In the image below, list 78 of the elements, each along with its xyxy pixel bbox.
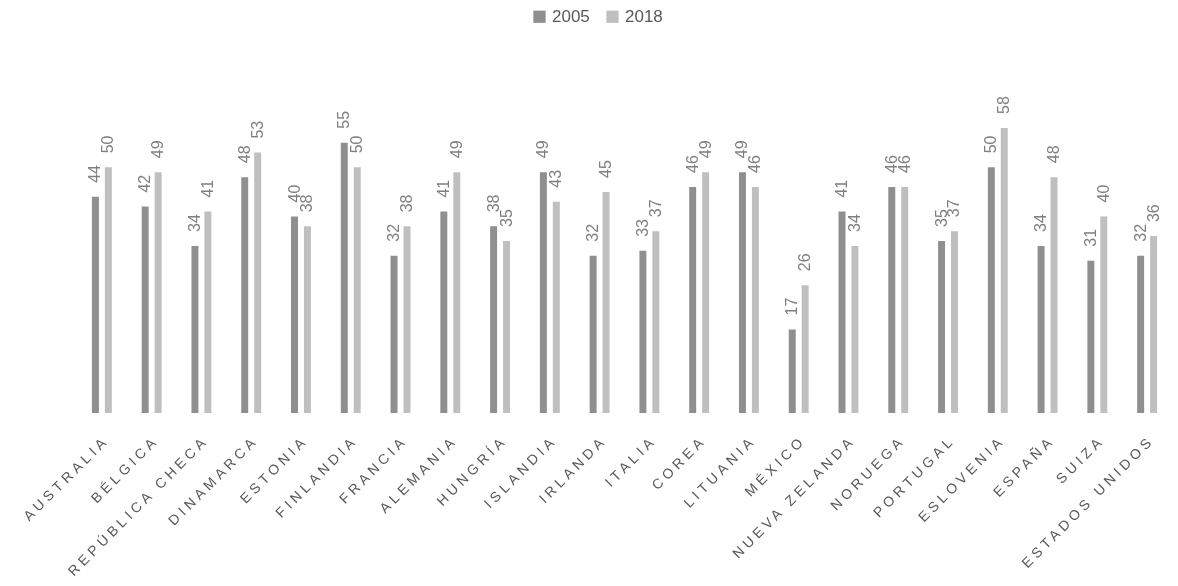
bar <box>738 172 746 413</box>
bar <box>951 231 958 413</box>
bar <box>589 255 597 413</box>
data-label: 41 <box>434 179 452 198</box>
bar <box>987 167 995 413</box>
bar <box>602 191 610 413</box>
bar <box>453 172 461 413</box>
data-label: 31 <box>1081 228 1099 247</box>
data-label: 41 <box>833 179 851 198</box>
data-label: 32 <box>584 223 602 242</box>
data-label: 42 <box>136 174 154 193</box>
data-label: 49 <box>447 140 465 159</box>
bar <box>440 211 448 413</box>
legend-label: 2005 <box>552 6 590 26</box>
data-label: 49 <box>534 140 552 159</box>
bar <box>340 142 348 413</box>
data-label: 34 <box>185 214 203 232</box>
data-label: 53 <box>248 120 266 139</box>
bar <box>91 196 99 413</box>
data-label: 41 <box>198 179 216 198</box>
data-label: 50 <box>982 135 1000 154</box>
bar <box>1037 245 1045 413</box>
bar <box>154 172 162 413</box>
data-label: 50 <box>99 135 117 154</box>
bar <box>652 231 660 413</box>
bar <box>938 241 946 413</box>
bar <box>291 216 298 413</box>
data-label: 38 <box>484 194 502 213</box>
bar <box>204 211 212 413</box>
bar <box>689 186 697 413</box>
bar <box>1050 177 1058 413</box>
legend-label: 2018 <box>625 6 663 26</box>
bar <box>901 186 909 413</box>
bar <box>1100 216 1108 413</box>
bar <box>254 152 262 413</box>
data-label: 48 <box>1045 145 1063 164</box>
data-label: 38 <box>397 194 415 213</box>
data-label: 55 <box>335 110 353 129</box>
data-label: 34 <box>1032 214 1050 232</box>
bar <box>539 172 547 413</box>
data-label: 32 <box>1131 223 1149 242</box>
bar <box>241 177 249 413</box>
bar <box>851 245 859 413</box>
data-label: 43 <box>547 169 565 188</box>
bar <box>503 241 511 413</box>
bar <box>801 285 809 413</box>
bar <box>702 172 710 413</box>
data-label: 46 <box>683 155 701 173</box>
bar <box>104 167 112 413</box>
bar <box>552 201 560 413</box>
data-label: 34 <box>845 214 863 232</box>
data-label: 44 <box>86 164 104 183</box>
data-label: 40 <box>1094 184 1112 203</box>
bar <box>303 226 311 413</box>
bar <box>788 329 796 413</box>
bar <box>751 186 759 413</box>
bar <box>390 255 398 413</box>
bar <box>1150 236 1158 413</box>
bar <box>1087 260 1095 413</box>
data-label: 26 <box>796 253 814 272</box>
data-label: 33 <box>633 218 651 237</box>
bar <box>141 206 149 413</box>
bar <box>490 226 498 413</box>
data-label: 45 <box>597 159 615 178</box>
data-label: 32 <box>385 223 403 242</box>
bar <box>1137 255 1145 413</box>
bar <box>639 250 647 413</box>
bar <box>1000 128 1008 413</box>
bar <box>353 167 361 413</box>
data-label: 49 <box>149 140 167 159</box>
data-label: 58 <box>995 96 1013 114</box>
data-label: 36 <box>1144 204 1162 223</box>
data-label: 37 <box>646 199 664 218</box>
data-label: 17 <box>783 297 801 316</box>
bar <box>888 186 896 413</box>
bar <box>191 245 199 413</box>
data-label: 50 <box>348 135 366 154</box>
data-label: 48 <box>235 145 253 164</box>
